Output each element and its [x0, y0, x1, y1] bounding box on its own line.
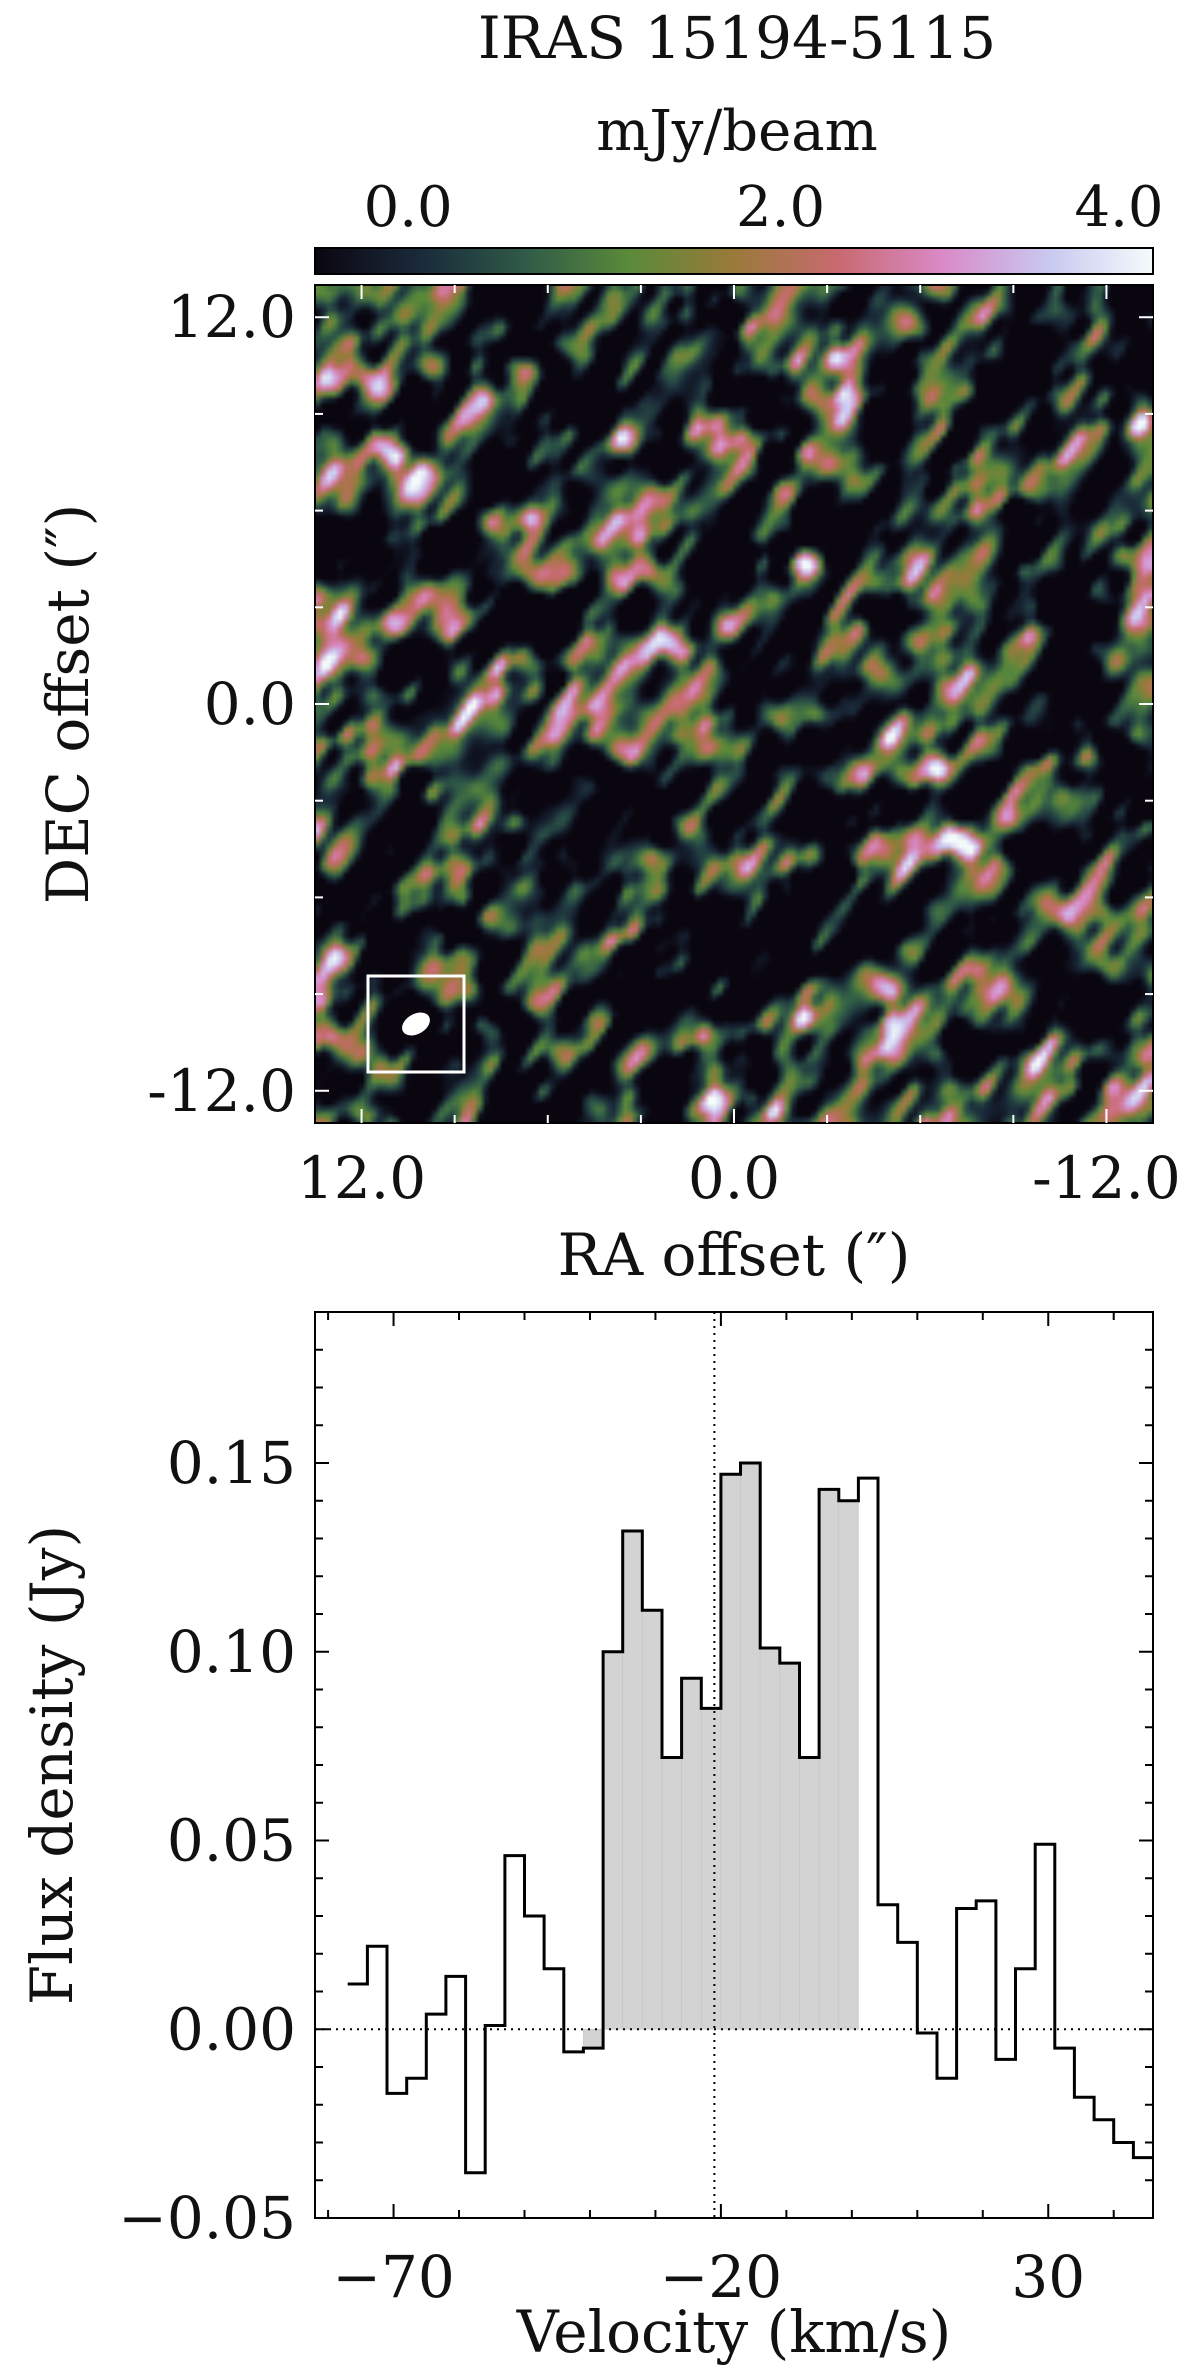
beam-box	[366, 974, 466, 1074]
shaded-bar	[818, 1489, 840, 2030]
map-ticks: 12.0 0.0 -12.012.00.0-12.0	[147, 283, 1181, 1212]
map-xtick-label: -12.0	[1032, 1144, 1181, 1212]
colorbar-tick-label: 2.0	[736, 175, 825, 240]
map-ytick-label: 0.0	[204, 670, 296, 738]
colorbar-ticks: 0.0 2.0 4.0	[364, 175, 1164, 258]
shaded-bar	[740, 1462, 761, 2030]
map-ytick-label: 12.0	[167, 283, 296, 351]
map-xtick-label: 0.0	[688, 1144, 780, 1212]
beam-ellipse	[402, 1012, 430, 1036]
colorbar-label: mJy/beam	[596, 99, 878, 164]
shaded-bar	[681, 1677, 702, 2030]
map-ylabel: DEC offset (″)	[34, 504, 102, 905]
shaded-bar	[779, 1662, 800, 2030]
spectrum-ylabel: Flux density (Jy)	[18, 1525, 86, 2005]
colorbar-tick-label: 0.0	[364, 175, 453, 240]
colorbar	[314, 247, 1154, 275]
shaded-bar	[622, 1530, 643, 2030]
map-xlabel: RA offset (″)	[558, 1221, 911, 1289]
spectrum-content	[315, 1312, 1153, 2218]
spectrum-ytick-label: 0.10	[167, 1618, 296, 1686]
spectrum-line	[347, 1461, 1153, 2175]
shaded-bar	[700, 1708, 722, 2030]
spectrum-ytick-label: 0.15	[167, 1429, 296, 1497]
colorbar-tick-label: 4.0	[1074, 175, 1163, 240]
spectrum-xtick-label: −20	[660, 2243, 782, 2311]
spectrum-ytick-label: 0.00	[167, 1995, 296, 2063]
shaded-bar	[838, 1500, 859, 2030]
spectrum-xtick-label: −70	[332, 2243, 454, 2311]
shaded-bar	[583, 2028, 604, 2049]
spectrum-xlabel: Velocity (km/s)	[516, 2298, 952, 2366]
shaded-bar	[642, 1609, 663, 2030]
map-ytick-label: -12.0	[147, 1057, 296, 1125]
shaded-bar	[602, 1651, 624, 2030]
spectrum-xtick-label: 30	[1011, 2243, 1085, 2311]
spectrum-ticks: −70 −20 30 −0.05 0.00 0.05 0.10 0.15	[118, 1312, 1153, 2311]
map-image	[315, 285, 1153, 1123]
shaded-bar	[759, 1647, 781, 2030]
shaded-bar	[799, 1757, 820, 2030]
map-title: IRAS 15194-5115	[478, 4, 996, 72]
intensity-map	[315, 285, 1153, 1123]
beam-marker	[366, 974, 466, 1074]
shaded-bar	[661, 1757, 682, 2030]
map-xtick-label: 12.0	[297, 1144, 426, 1212]
spectrum-ytick-label: −0.05	[118, 2184, 296, 2252]
spectrum-ytick-label: 0.05	[167, 1807, 296, 1875]
shaded-bar	[720, 1474, 741, 2030]
